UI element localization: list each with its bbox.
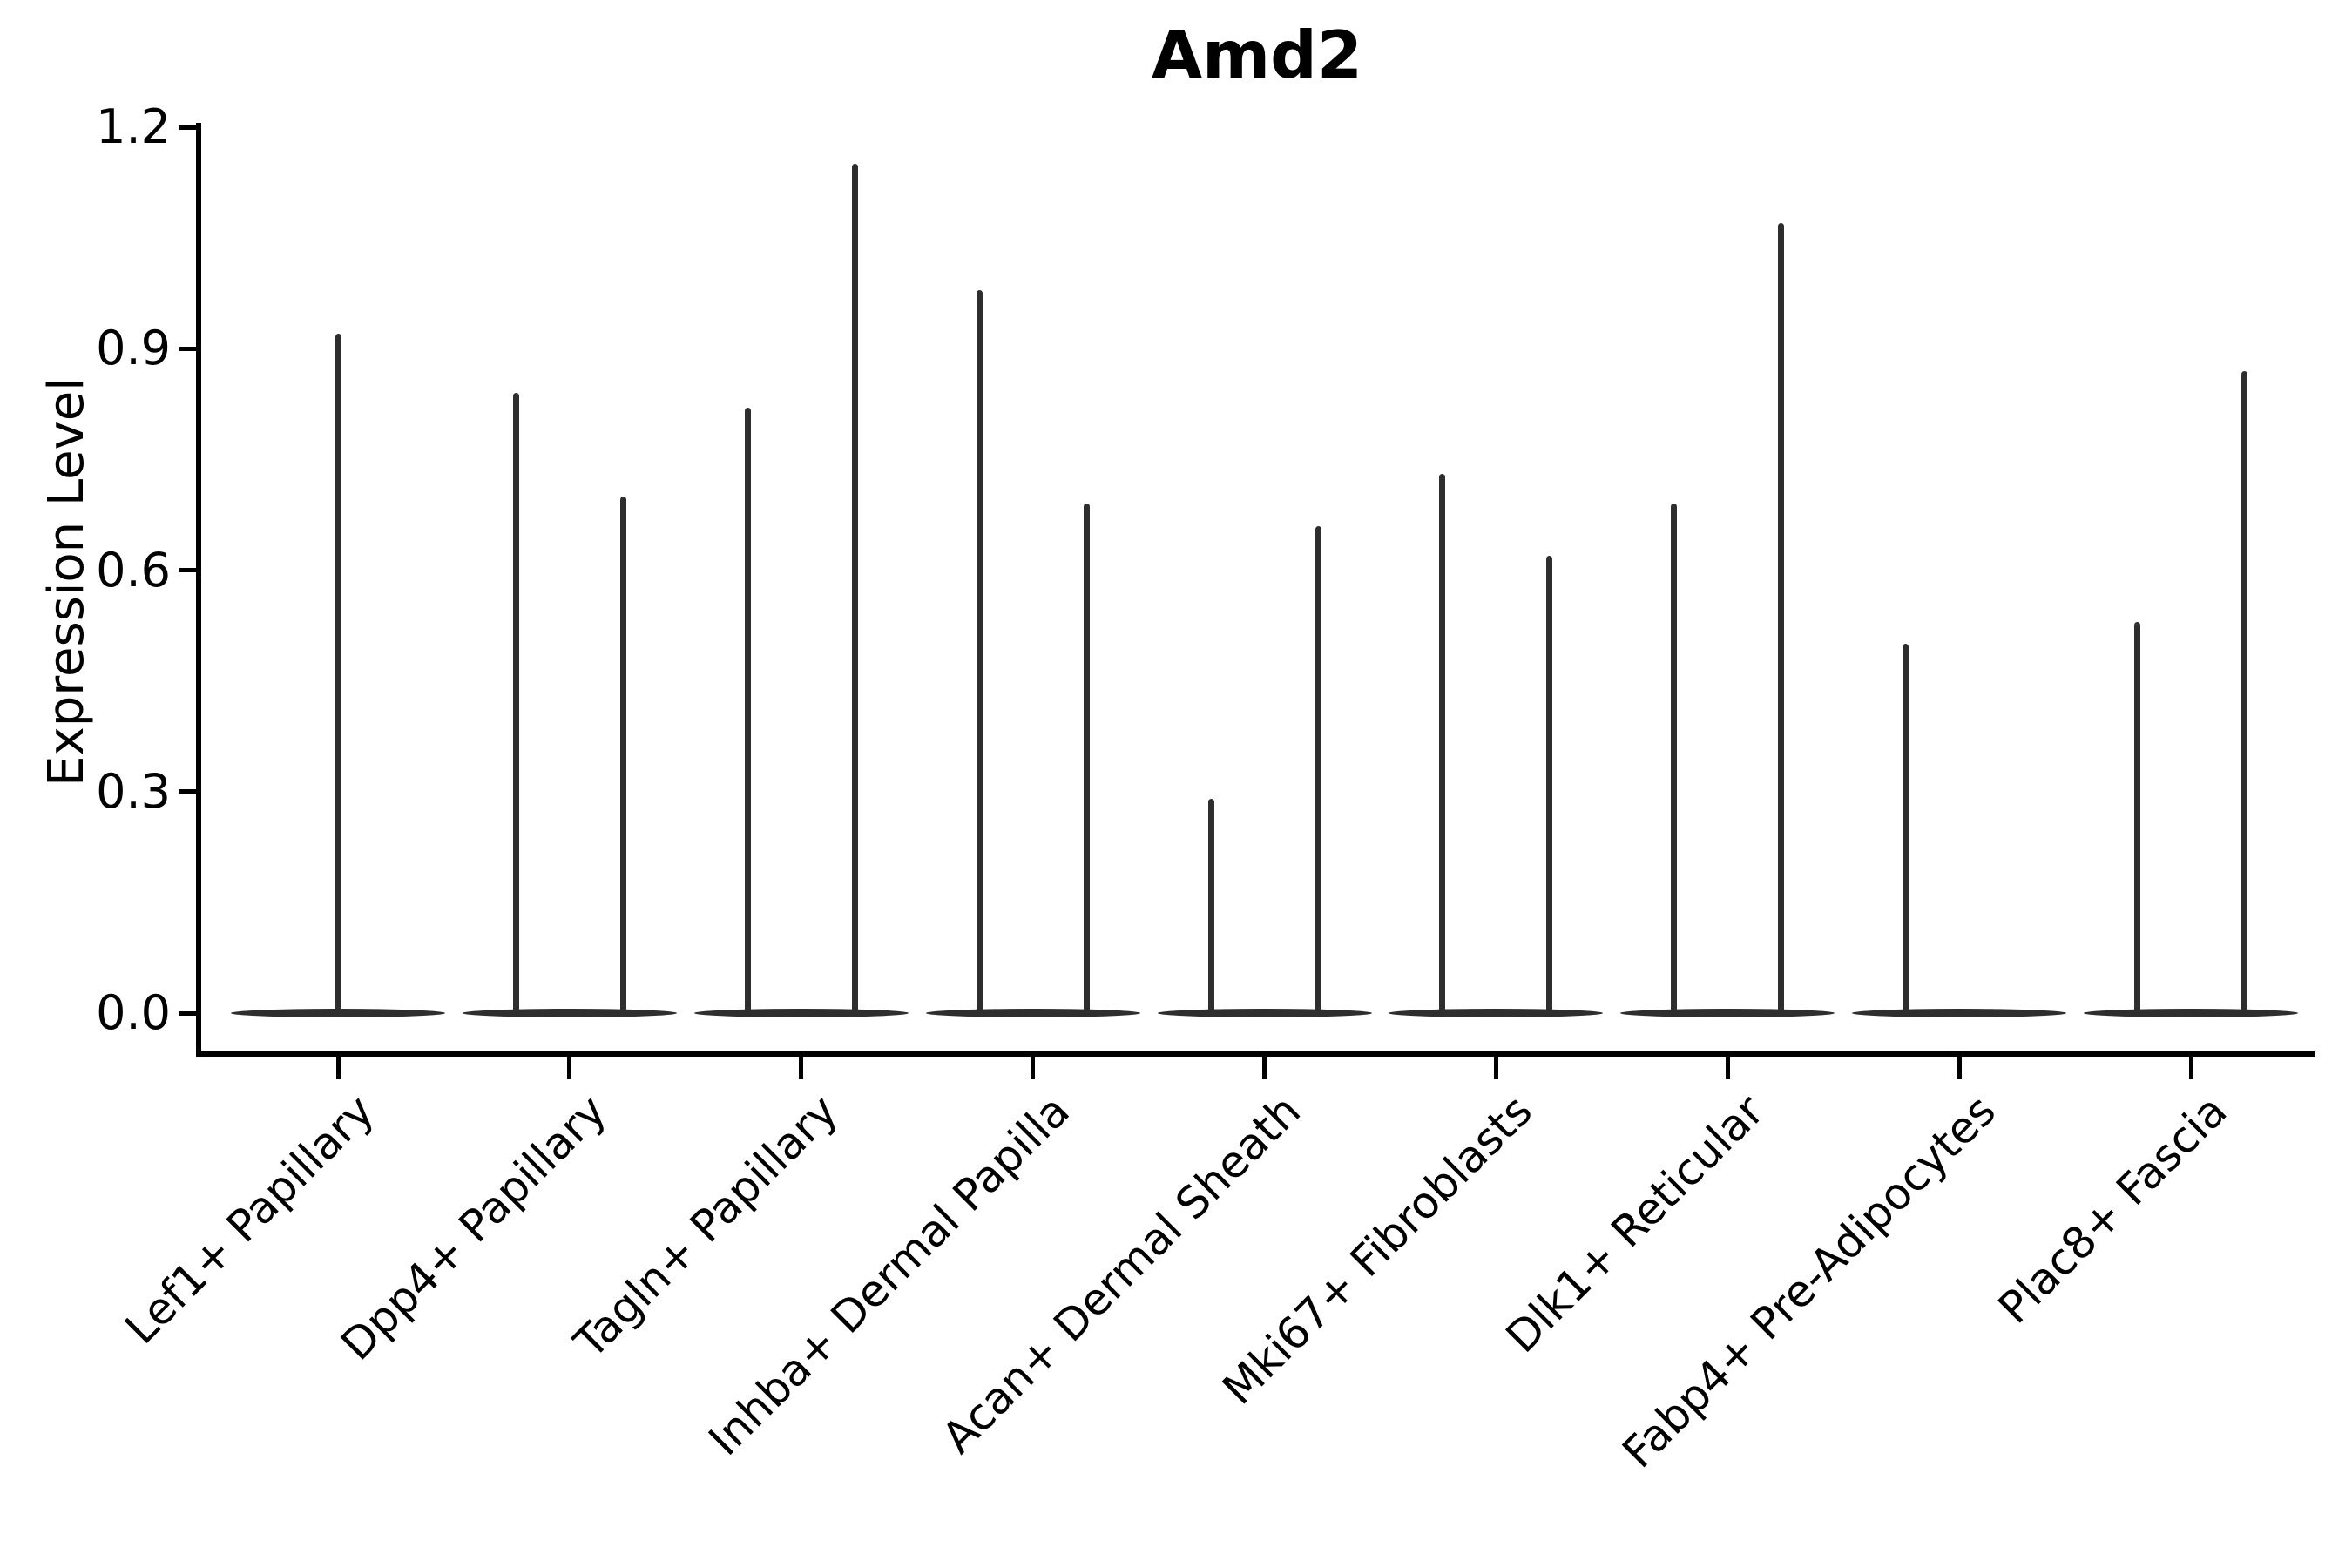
y-tick-mark xyxy=(179,568,199,572)
x-tick-mark xyxy=(335,1057,341,1079)
x-tick-label: Lef1+ Papillary xyxy=(115,1085,384,1354)
violin-spike xyxy=(1439,474,1446,1016)
x-tick-mark xyxy=(1493,1057,1498,1079)
x-tick-mark xyxy=(1725,1057,1730,1079)
violin-spike xyxy=(2241,370,2247,1016)
violin-spike xyxy=(619,496,626,1017)
y-tick-mark xyxy=(179,125,199,130)
y-tick-mark xyxy=(179,789,199,794)
x-tick-mark xyxy=(567,1057,572,1079)
violin-base xyxy=(1620,1009,1835,1017)
x-tick-mark xyxy=(2188,1057,2193,1079)
x-tick-label: Plac8+ Fascia xyxy=(1989,1085,2237,1334)
violin-spike xyxy=(744,408,751,1016)
violin-spike xyxy=(1671,504,1678,1016)
y-tick-mark xyxy=(179,1010,199,1016)
x-tick-mark xyxy=(1262,1057,1267,1079)
y-tick-label: 0.9 xyxy=(96,321,171,376)
violin-base xyxy=(462,1009,677,1017)
violin-base xyxy=(1157,1009,1372,1017)
violin-spike xyxy=(512,393,519,1016)
violin-spike xyxy=(1207,799,1214,1016)
violin-base xyxy=(2084,1009,2298,1017)
y-tick-label: 0.6 xyxy=(96,542,171,598)
violin-spike xyxy=(851,164,858,1016)
chart-title: Amd2 xyxy=(1151,17,1363,93)
violin-spike xyxy=(335,334,341,1016)
violin-spike xyxy=(1903,644,1909,1017)
x-tick-mark xyxy=(799,1057,804,1079)
violin-base xyxy=(1852,1009,2067,1017)
violin-base xyxy=(1389,1009,1604,1017)
violin-spike xyxy=(976,289,983,1016)
y-tick-label: 1.2 xyxy=(96,99,171,154)
y-tick-label: 0.0 xyxy=(96,985,171,1040)
x-axis-spine xyxy=(196,1051,2315,1057)
y-axis-spine xyxy=(196,123,201,1057)
violin-spike xyxy=(1778,223,1785,1016)
x-tick-mark xyxy=(1031,1057,1036,1079)
violin-spike xyxy=(1315,525,1321,1016)
violin-base xyxy=(925,1009,1140,1017)
violin-spike xyxy=(1083,504,1090,1016)
violin-spike xyxy=(1546,555,1553,1016)
violin-spike xyxy=(2134,621,2140,1016)
y-tick-mark xyxy=(179,346,199,351)
x-tick-label: Dlk1+ Reticular xyxy=(1496,1085,1774,1363)
violin-base xyxy=(693,1009,909,1017)
x-tick-mark xyxy=(1957,1057,1962,1079)
y-tick-label: 0.3 xyxy=(96,763,171,819)
x-tick-label: Fabp4+ Pre-Adipocytes xyxy=(1612,1085,2006,1478)
